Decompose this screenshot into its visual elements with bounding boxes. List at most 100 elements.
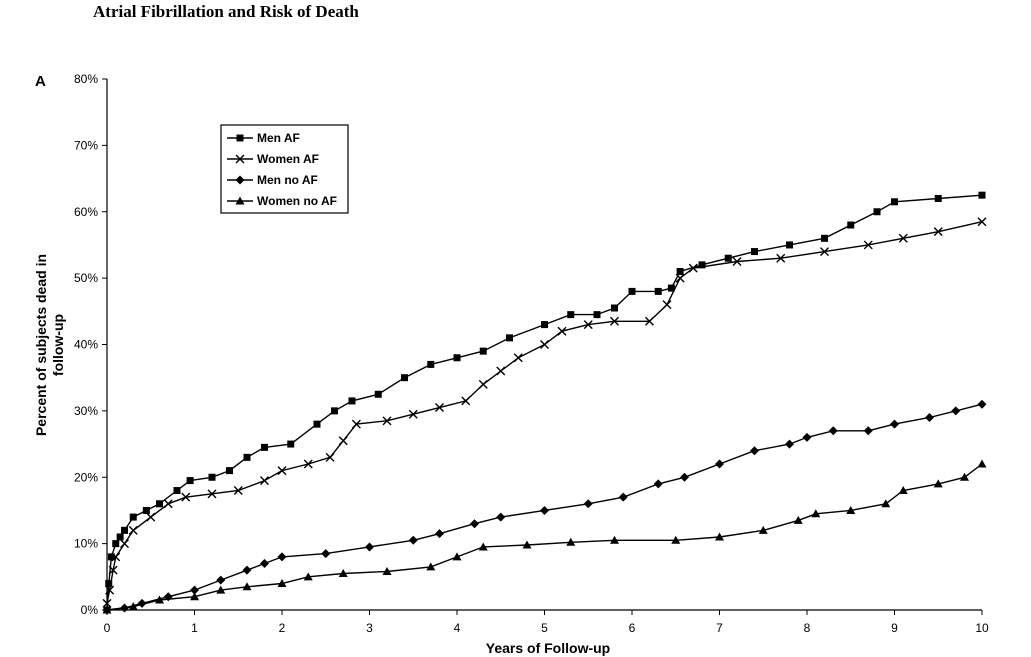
- data-point-women-af: [863, 240, 873, 250]
- series-markers-men-no-af: [102, 399, 987, 615]
- data-point-women-no-af: [977, 459, 987, 468]
- x-tick-label: 3: [366, 621, 373, 635]
- data-point-men-af: [506, 334, 513, 342]
- data-point-women-af: [688, 263, 698, 273]
- data-point-men-af: [453, 354, 461, 362]
- data-point-women-no-af: [846, 505, 856, 514]
- data-point-men-af: [891, 198, 898, 206]
- data-point-women-af: [435, 403, 444, 413]
- x-tick-label: 1: [191, 621, 198, 635]
- x-tick-label: 4: [454, 621, 461, 635]
- data-point-men-no-af: [863, 426, 873, 436]
- data-point-women-af: [207, 489, 217, 499]
- data-point-women-no-af: [478, 542, 488, 551]
- data-point-women-no-af: [155, 595, 164, 604]
- data-point-women-af: [338, 436, 348, 446]
- data-point-men-af: [628, 287, 636, 295]
- data-point-women-af: [128, 525, 138, 535]
- data-point-men-af: [105, 579, 113, 587]
- data-point-men-no-af: [977, 399, 987, 409]
- data-point-women-af: [610, 316, 619, 326]
- data-point-men-af: [374, 390, 382, 398]
- data-point-men-af: [611, 304, 618, 312]
- data-point-men-af: [479, 347, 487, 355]
- data-point-men-af: [112, 540, 120, 548]
- data-point-men-af: [676, 267, 684, 275]
- data-point-women-af: [351, 419, 361, 429]
- data-point-men-af: [873, 208, 881, 216]
- axes: 0% 10% 20% 30% 40% 50% 60% 70% 80% 0 1 2 3 4 5 6 7 8 9 10: [74, 72, 989, 635]
- data-point-women-af: [181, 492, 191, 502]
- plot-markers: [102, 191, 987, 615]
- data-point-men-af: [427, 360, 435, 368]
- data-point-women-no-af: [566, 537, 576, 546]
- y-axis-title: Percent of subjects dead infollow-up: [33, 254, 66, 436]
- data-point-women-no-af: [190, 592, 199, 601]
- data-point-women-af: [108, 565, 118, 575]
- data-point-women-af: [645, 316, 654, 326]
- series-line-men-af: [106, 194, 983, 611]
- y-axis-title-line: follow-up: [50, 314, 66, 376]
- data-point-men-no-af: [277, 552, 287, 562]
- data-point-men-af: [287, 440, 295, 448]
- y-tick-label: 70%: [74, 138, 98, 152]
- data-point-women-af: [277, 466, 287, 476]
- data-point-men-no-af: [828, 426, 838, 436]
- x-tick-label: 6: [629, 621, 636, 635]
- data-point-men-af: [107, 553, 115, 561]
- legend-marker-women-no-af: [235, 196, 245, 205]
- data-point-men-af: [698, 261, 706, 269]
- data-point-women-no-af: [610, 535, 619, 544]
- data-point-women-no-af: [793, 515, 803, 524]
- data-point-men-no-af: [540, 505, 549, 515]
- y-tick-label: 20%: [74, 470, 98, 484]
- data-point-men-af: [348, 397, 356, 405]
- data-point-women-no-af: [522, 540, 532, 549]
- data-point-men-af: [724, 254, 732, 262]
- data-point-men-no-af: [951, 406, 961, 416]
- data-point-men-af: [243, 453, 251, 461]
- data-point-men-af: [173, 487, 181, 495]
- data-point-women-af: [675, 273, 685, 283]
- data-point-women-af: [662, 300, 672, 310]
- data-point-men-no-af: [618, 492, 628, 502]
- data-point-men-no-af: [435, 529, 444, 539]
- data-point-men-no-af: [260, 559, 269, 569]
- data-point-women-no-af: [452, 552, 462, 561]
- y-tick-label: 80%: [74, 72, 98, 86]
- data-point-women-af: [260, 476, 269, 486]
- data-point-men-no-af: [163, 592, 173, 602]
- data-point-men-no-af: [653, 479, 663, 489]
- legend: Men AF Women AF Men no AF Women no AF: [220, 124, 349, 214]
- data-point-men-af: [786, 241, 793, 249]
- plot-lines: [106, 194, 983, 611]
- x-tick-label: 8: [804, 621, 811, 635]
- data-point-women-no-af: [128, 602, 138, 611]
- data-point-women-af: [233, 486, 243, 496]
- data-point-women-af: [105, 585, 115, 595]
- data-point-men-no-af: [190, 585, 199, 595]
- y-axis-title-line: Percent of subjects dead in: [33, 254, 49, 436]
- panel-label: A: [35, 73, 46, 90]
- data-point-men-no-af: [715, 459, 724, 469]
- data-point-women-af: [163, 499, 173, 509]
- y-tick-label: 40%: [74, 338, 98, 352]
- series-line-women-af: [106, 221, 983, 604]
- data-point-women-no-af: [277, 578, 287, 587]
- data-point-men-af: [156, 500, 163, 508]
- data-point-women-af: [513, 353, 523, 363]
- data-point-men-no-af: [242, 565, 252, 575]
- data-point-women-af: [776, 253, 786, 263]
- y-tick-label: 60%: [74, 205, 98, 219]
- legend-item-men-af: Men AF: [227, 131, 300, 145]
- data-point-women-af: [325, 452, 335, 462]
- data-point-men-af: [567, 311, 575, 319]
- data-point-men-no-af: [496, 512, 506, 522]
- y-tick-label: 30%: [74, 404, 98, 418]
- data-point-women-af: [557, 326, 567, 336]
- x-tick-label: 10: [975, 621, 989, 635]
- data-point-women-af: [583, 320, 593, 330]
- data-point-women-no-af: [242, 582, 252, 591]
- data-point-men-af: [331, 407, 338, 415]
